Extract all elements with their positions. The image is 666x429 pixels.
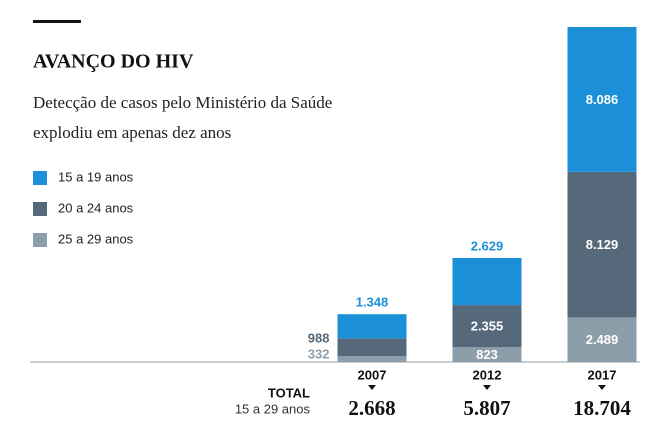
bar-segment	[337, 314, 407, 339]
bar-segment	[337, 356, 407, 362]
value-label: 2.355	[471, 319, 504, 334]
legend-swatch	[33, 233, 47, 247]
value-label: 988	[308, 330, 330, 345]
value-label: 8.086	[586, 92, 619, 107]
value-label: 332	[308, 346, 330, 361]
value-label: 2.489	[586, 332, 619, 347]
x-tick-label: 2007	[358, 367, 387, 382]
bar-segment	[452, 347, 522, 362]
subtitle: explodiu em apenas dez anos	[33, 123, 231, 142]
chart-title: AVANÇO DO HIV	[33, 51, 194, 73]
total-value: 2.668	[348, 396, 395, 420]
tick-arrow	[483, 385, 491, 390]
total-value: 18.704	[573, 396, 631, 420]
total-value: 5.807	[463, 396, 510, 420]
bar-segment	[452, 257, 522, 306]
bar-segment	[567, 317, 637, 362]
title-rule	[33, 20, 81, 23]
legend-label: 20 a 24 anos	[58, 200, 134, 215]
subtitle: Detecção de casos pelo Ministério da Saú…	[33, 93, 332, 112]
total-sublabel: 15 a 29 anos	[235, 401, 311, 416]
bar-segment	[452, 305, 522, 348]
legend-label: 25 a 29 anos	[58, 231, 134, 246]
value-label: 2.629	[471, 238, 504, 253]
value-label: 8.129	[586, 237, 619, 252]
x-tick-label: 2012	[473, 367, 502, 382]
tick-arrow	[598, 385, 606, 390]
total-label: TOTAL	[268, 385, 310, 400]
value-label: 823	[476, 347, 498, 362]
legend-swatch	[33, 202, 47, 216]
tick-arrow	[368, 385, 376, 390]
value-label: 1.348	[356, 295, 389, 310]
bar-segment	[567, 27, 637, 172]
bar-segment	[567, 171, 637, 318]
legend-swatch	[33, 171, 47, 185]
legend-label: 15 a 19 anos	[58, 169, 134, 184]
x-tick-label: 2017	[588, 367, 617, 382]
bar-segment	[337, 338, 407, 357]
